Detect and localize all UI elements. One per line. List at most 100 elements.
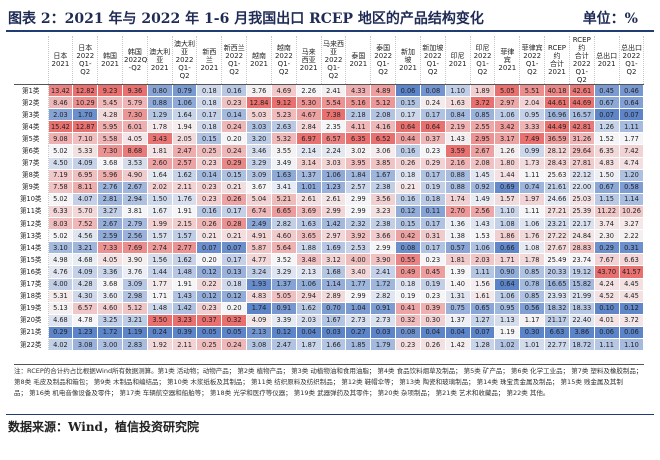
table-cell: 4.05 xyxy=(122,132,148,146)
table-cell: 1.80 xyxy=(494,157,521,170)
table-cell: 0.16 xyxy=(395,144,421,158)
table-cell: 0.23 xyxy=(395,338,421,352)
table-cell: 3.20 xyxy=(246,132,272,146)
table-cell: 2.73 xyxy=(370,314,397,327)
table-cell: 25.39 xyxy=(569,205,595,219)
table-cell: 44.69 xyxy=(569,96,595,110)
table-cell: 0.23 xyxy=(196,302,223,315)
table-cell: 1.91 xyxy=(172,278,198,291)
table-cell: 1.48 xyxy=(147,302,173,315)
table-cell: 3.76 xyxy=(122,265,148,279)
table-cell: 0.07 xyxy=(196,241,223,255)
table-cell: 5.12 xyxy=(122,302,148,315)
table-cell: 0.18 xyxy=(395,278,421,291)
table-cell: 1.57 xyxy=(494,193,521,206)
table-cell: 1.57 xyxy=(147,229,173,243)
column-header: 新加 坡 2021 xyxy=(395,36,421,85)
table-cell: 0.21 xyxy=(196,229,223,243)
table-cell: 4.77 xyxy=(246,253,272,267)
table-cell: 3.21 xyxy=(72,241,99,255)
table-cell: 5.95 xyxy=(97,120,123,134)
table-cell: 27.67 xyxy=(544,241,570,255)
table-cell: 3.52 xyxy=(271,253,297,267)
table-cell: 3.68 xyxy=(97,157,123,170)
table-cell: 1.42 xyxy=(445,338,471,352)
table-cell: 7.42 xyxy=(619,144,645,158)
column-header: 日本 2022 Q1-Q2 xyxy=(72,36,99,85)
table-cell: 4.89 xyxy=(370,84,397,98)
column-header: 澳大利 亚2021 xyxy=(147,36,173,85)
table-cell: 4.60 xyxy=(97,302,123,315)
table-cell: 1.69 xyxy=(321,241,347,255)
table-cell: 1.10 xyxy=(445,84,471,98)
table-cell: 0.29 xyxy=(420,157,446,170)
row-label: 第17类 xyxy=(14,278,49,291)
table-row: 第15类 4.98 4.68 4.05 3.90 1.56 1.62 0.20 0.17 4.77… xyxy=(14,253,645,267)
table-cell: 15.42 xyxy=(48,120,74,134)
table-cell: 0.15 xyxy=(395,217,421,231)
table-cell: 27.21 xyxy=(544,205,570,219)
table-cell: 1.93 xyxy=(246,278,272,291)
table-cell: 4.91 xyxy=(246,229,272,243)
table-cell: 2.67 xyxy=(470,144,496,158)
table-cell: 0.90 xyxy=(494,265,521,279)
table-cell: 1.97 xyxy=(519,193,546,206)
table-cell: 7.33 xyxy=(97,241,123,255)
table-cell: 5.45 xyxy=(97,96,123,110)
table-cell: 0.15 xyxy=(395,96,421,110)
table-cell: 4.16 xyxy=(370,120,397,134)
table-cell: 0.64 xyxy=(494,278,521,291)
table-cell: 0.55 xyxy=(395,253,421,267)
table-cell: 6.97 xyxy=(296,132,322,146)
table-cell: 1.11 xyxy=(619,120,645,134)
table-cell: 0.26 xyxy=(221,193,248,206)
header-corner xyxy=(14,36,49,85)
table-cell: 1.78 xyxy=(519,253,546,267)
table-cell: 0.20 xyxy=(196,253,223,267)
table-cell: 0.74 xyxy=(519,181,546,194)
column-header: 新西兰 2022 Q1-Q2 xyxy=(221,36,248,85)
table-cell: 1.37 xyxy=(271,278,297,291)
table-cell: 0.21 xyxy=(395,181,421,194)
table-cell: 8.46 xyxy=(48,96,74,110)
table-cell: 9.36 xyxy=(122,84,148,98)
table-row: 第13类 5.02 4.56 2.59 2.56 1.57 1.57 0.21 0.21 4.91… xyxy=(14,229,645,243)
table-cell: 36.59 xyxy=(544,132,570,146)
table-cell: 3.48 xyxy=(296,253,322,267)
table-cell: 1.89 xyxy=(470,84,496,98)
table-cell: 1.28 xyxy=(470,338,496,352)
table-cell: 0.15 xyxy=(196,132,223,146)
table-cell: 0.12 xyxy=(395,205,421,219)
table-cell: 9.08 xyxy=(48,132,74,146)
table-cell: 3.53 xyxy=(122,157,148,170)
table-cell: 2.26 xyxy=(296,84,322,98)
row-label: 第21类 xyxy=(14,326,49,339)
table-cell: 11.22 xyxy=(594,205,620,219)
table-cell: 2.08 xyxy=(370,108,397,122)
table-cell: 1.44 xyxy=(494,169,521,182)
row-label: 第10类 xyxy=(14,193,49,206)
table-cell: 7.67 xyxy=(594,253,620,267)
table-cell: 6.63 xyxy=(544,326,570,339)
table-cell: 0.26 xyxy=(395,157,421,170)
table-cell: 4.50 xyxy=(48,157,74,170)
table-cell: 5.31 xyxy=(48,290,74,303)
table-cell: 1.42 xyxy=(172,302,198,315)
table-cell: 1.11 xyxy=(594,338,620,352)
table-cell: 3.23 xyxy=(172,314,198,327)
table-cell: 2.08 xyxy=(470,157,496,170)
table-cell: 4.07 xyxy=(72,193,99,206)
table-cell: 4.68 xyxy=(72,253,99,267)
table-cell: 15.82 xyxy=(569,278,595,291)
table-row: 第1类 13.42 12.82 9.23 9.36 0.80 0.79 0.18 0.16 3.7… xyxy=(14,84,645,98)
table-cell: 3.29 xyxy=(246,157,272,170)
table-row: 第17类 4.00 4.28 3.68 3.09 1.77 1.91 0.22 0.18 1.93… xyxy=(14,278,645,291)
table-cell: 2.05 xyxy=(172,132,198,146)
table-cell: 2.41 xyxy=(321,84,347,98)
table-cell: 2.53 xyxy=(345,241,372,255)
table-cell: 1.13 xyxy=(494,314,521,327)
table-cell: 2.70 xyxy=(445,205,471,219)
table-cell: 3.09 xyxy=(246,169,272,182)
table-cell: 0.45 xyxy=(594,84,620,98)
table-cell: 1.64 xyxy=(147,169,173,182)
